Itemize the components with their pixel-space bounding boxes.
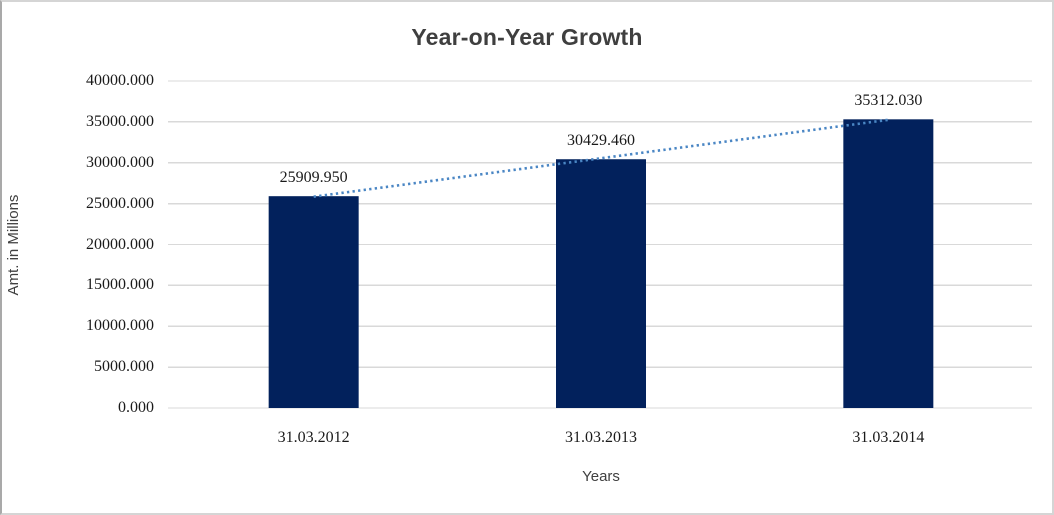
y-tick-label: 20000.000 xyxy=(86,235,154,253)
chart-title: Year-on-Year Growth xyxy=(411,24,643,50)
bar-31.03.2012 xyxy=(268,196,359,408)
y-tick-label: 10000.000 xyxy=(86,317,154,335)
y-tick-label: 0.000 xyxy=(118,399,154,416)
x-tick-label: 31.03.2014 xyxy=(852,429,925,446)
linear-trendline xyxy=(313,118,889,198)
x-tick-label: 31.03.2013 xyxy=(565,429,637,446)
bar-31.03.2013 xyxy=(556,159,646,408)
y-tick-label: 25000.000 xyxy=(86,194,154,212)
bar-31.03.2014 xyxy=(843,119,934,408)
trendline xyxy=(313,118,889,198)
data-label: 30429.460 xyxy=(567,132,635,150)
y-tick-label: 30000.000 xyxy=(86,153,154,171)
x-tick-label: 31.03.2012 xyxy=(277,429,350,446)
x-axis-title: Years xyxy=(582,468,620,485)
bar-series xyxy=(268,119,934,408)
y-tick-label: 40000.000 xyxy=(86,72,154,89)
y-tick-label: 15000.000 xyxy=(86,276,154,294)
data-label: 35312.030 xyxy=(854,92,923,110)
y-tick-label: 35000.000 xyxy=(86,112,154,130)
y-tick-label: 5000.000 xyxy=(94,358,154,376)
data-label: 25909.950 xyxy=(279,169,348,187)
